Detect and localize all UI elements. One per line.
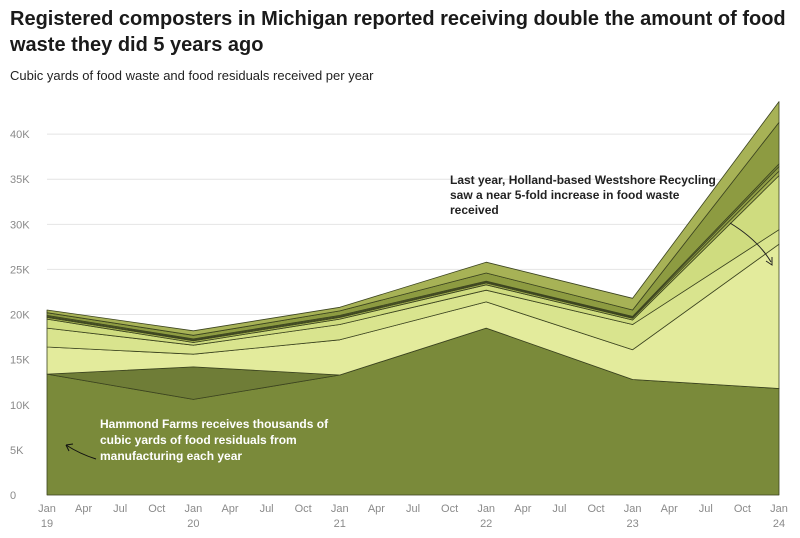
annotation-hammond: manufacturing each year — [100, 449, 242, 463]
x-tick-year: 19 — [41, 518, 53, 530]
x-tick-year: 20 — [187, 518, 199, 530]
x-tick-label: Apr — [514, 503, 531, 515]
x-tick-label: Oct — [295, 503, 312, 515]
x-tick-label: Apr — [221, 503, 238, 515]
annotation-westshore: Last year, Holland-based Westshore Recyc… — [450, 173, 716, 187]
x-tick-label: Jul — [260, 503, 274, 515]
annotation-arrow — [65, 444, 97, 460]
x-tick-label: Jan — [38, 503, 56, 515]
arrow-head — [765, 257, 773, 266]
x-tick-label: Jan — [770, 503, 788, 515]
x-tick-year: 22 — [480, 518, 492, 530]
x-tick-label: Oct — [734, 503, 751, 515]
x-tick-label: Jan — [185, 503, 203, 515]
annotation-arrow — [729, 222, 772, 263]
chart-subtitle: Cubic yards of food waste and food resid… — [10, 68, 374, 83]
x-tick-label: Jul — [406, 503, 420, 515]
x-tick-label: Apr — [661, 503, 678, 515]
area-series-10 — [46, 101, 780, 336]
x-tick-label: Jan — [477, 503, 495, 515]
y-tick-label: 15K — [10, 355, 30, 367]
y-tick-label: 40K — [10, 129, 30, 141]
x-tick-label: Apr — [368, 503, 385, 515]
annotation-hammond: Hammond Farms receives thousands of — [100, 417, 329, 431]
x-tick-label: Jul — [113, 503, 127, 515]
x-tick-year: 21 — [334, 518, 346, 530]
x-tick-label: Oct — [587, 503, 604, 515]
chart-title: Registered composters in Michigan report… — [10, 8, 786, 56]
x-tick-label: Jul — [699, 503, 713, 515]
y-tick-label: 30K — [10, 219, 30, 231]
annotation-hammond: cubic yards of food residuals from — [100, 433, 297, 447]
y-tick-label: 0 — [10, 490, 16, 502]
y-tick-label: 5K — [10, 445, 24, 457]
annotation-westshore: saw a near 5-fold increase in food waste — [450, 188, 680, 202]
arrow-head — [65, 443, 74, 452]
y-tick-label: 35K — [10, 174, 30, 186]
x-tick-label: Oct — [148, 503, 165, 515]
x-tick-label: Jan — [331, 503, 349, 515]
x-tick-year: 24 — [773, 518, 785, 530]
x-tick-label: Apr — [75, 503, 92, 515]
y-tick-label: 25K — [10, 264, 30, 276]
x-tick-label: Jan — [624, 503, 642, 515]
x-tick-year: 23 — [626, 518, 638, 530]
annotation-westshore: received — [450, 203, 499, 217]
y-tick-label: 20K — [10, 310, 30, 322]
x-tick-label: Jul — [552, 503, 566, 515]
x-tick-label: Oct — [441, 503, 458, 515]
y-tick-label: 10K — [10, 400, 30, 412]
